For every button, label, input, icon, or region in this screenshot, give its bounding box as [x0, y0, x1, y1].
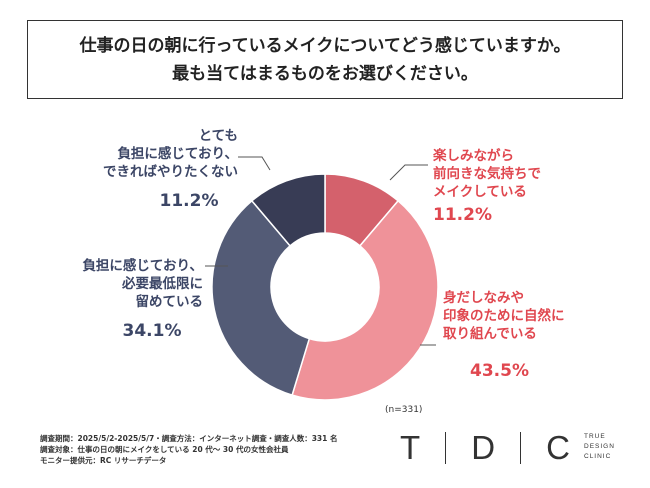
logo-letter-t: T [400, 429, 421, 466]
survey-notes: 調査期間：2025/5/2-2025/5/7・調査方法：インターネット調査・調査… [40, 433, 337, 466]
question-box: 仕事の日の朝に行っているメイクについてどう感じていますか。 最も当てはまるものを… [27, 20, 623, 99]
slice-label-1-line-3: メイクしている [433, 184, 527, 200]
slice-value-4: 11.2% [160, 191, 219, 211]
slice-label-3-line-2: 必要最低限に [121, 275, 203, 292]
donut-slice-4 [250, 173, 326, 247]
logo-sub-line-3: CLINIC [584, 453, 612, 460]
logo-separator [444, 432, 447, 464]
slice-value-1: 11.2% [433, 205, 492, 225]
slice-label-4-line-1: とても [199, 128, 238, 144]
survey-note-3: モニター提供元：RC リサーチデータ [40, 456, 167, 465]
survey-note-2: 調査対象：仕事の日の朝にメイクをしている 20 代～ 30 代の女性会社員 [40, 445, 289, 454]
tdc-logo: T D C [400, 428, 570, 468]
slice-label-3-line-1: 負担に感じており、 [82, 257, 203, 274]
slice-label-1-line-2: 前向きな気持ちで [433, 165, 541, 182]
sample-size-label: (n=331) [385, 405, 422, 415]
slice-label-2-line-3: 取り組んでいる [443, 325, 537, 342]
slice-label-2-line-2: 印象のために自然に [443, 307, 565, 324]
question-line-2: 最も当てはまるものをお選びください。 [172, 63, 478, 84]
leader-line-1 [389, 164, 428, 181]
logo-letter-c: C [546, 429, 570, 466]
survey-note-1: 調査期間：2025/5/2-2025/5/7・調査方法：インターネット調査・調査… [40, 434, 338, 443]
logo-separator [519, 432, 522, 464]
logo-sub-line-1: TRUE [584, 433, 606, 440]
question-line-1: 仕事の日の朝に行っているメイクについてどう感じていますか。 [79, 35, 571, 56]
slice-label-1-line-1: 楽しみながら [432, 147, 514, 164]
slice-label-4-line-3: できればやりたくない [103, 164, 238, 180]
slice-label-2-line-1: 身だしなみや [443, 289, 524, 306]
slice-value-3: 34.1% [123, 321, 182, 341]
leader-line-4 [238, 156, 271, 171]
slice-label-4-line-2: 負担に感じており、 [117, 145, 238, 162]
donut-slice-2 [291, 199, 439, 401]
logo-subtitle: TRUE DESIGN CLINIC [584, 432, 615, 462]
slice-label-3-line-3: 留めている [136, 293, 204, 310]
logo-sub-line-2: DESIGN [584, 443, 615, 450]
logo-letter-d: D [471, 429, 496, 466]
donut-slice-3 [211, 199, 311, 397]
slice-value-2: 43.5% [470, 361, 529, 381]
